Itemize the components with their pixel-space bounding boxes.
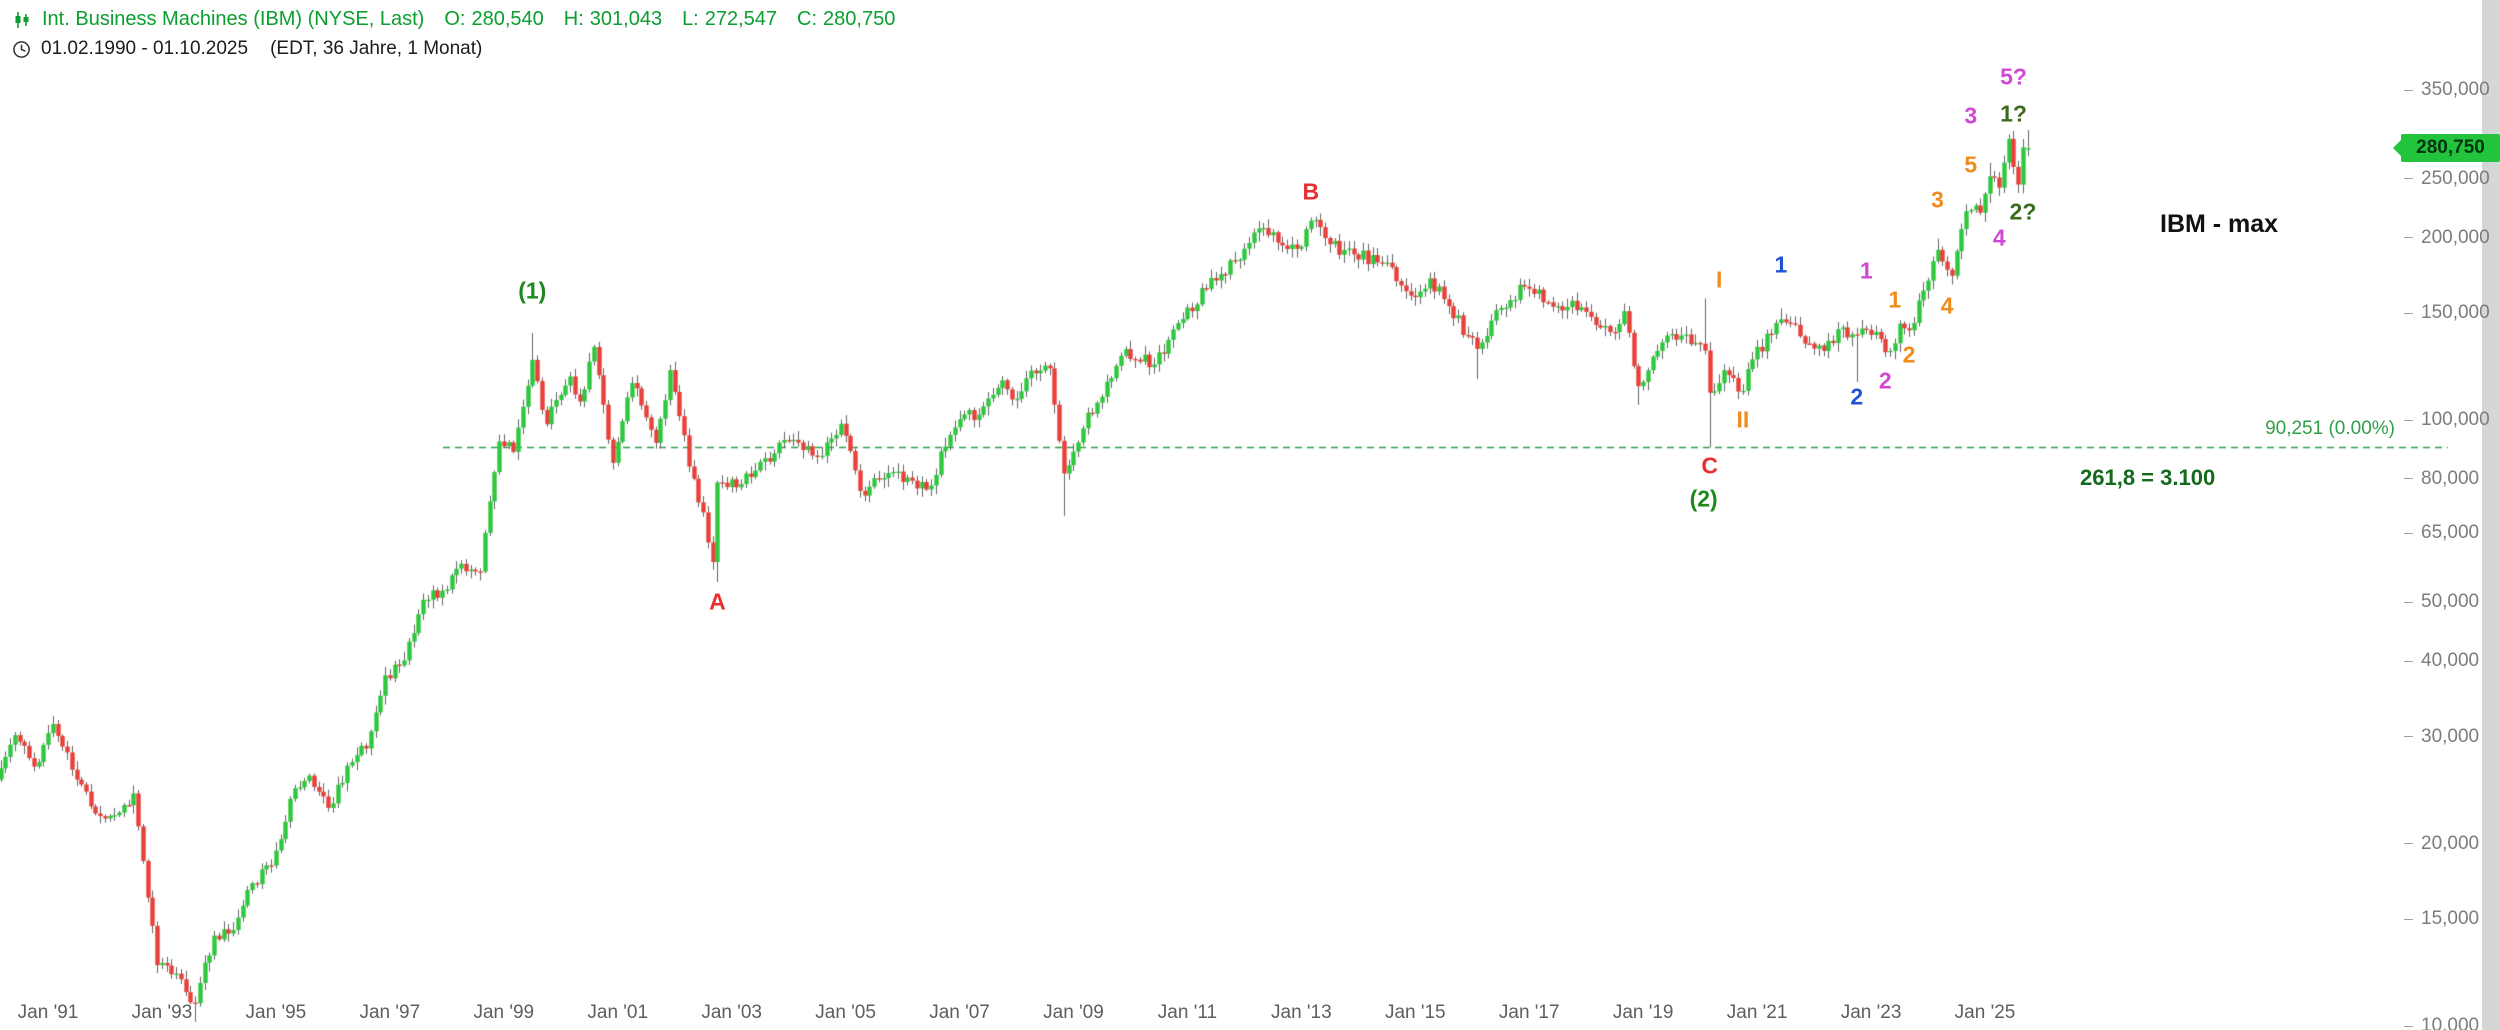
open-value: O: 280,540 xyxy=(444,8,544,30)
time-axis-label: Jan '11 xyxy=(1157,1002,1218,1023)
wave-label-C: C xyxy=(1701,452,1718,479)
price-axis-label: 40,000 xyxy=(2404,650,2479,672)
price-axis-label: 250,000 xyxy=(2404,168,2490,190)
symbol-info-row: Int. Business Machines (IBM) (NYSE, Last… xyxy=(12,8,895,31)
baseline-price-label: 90,251 (0.00%) xyxy=(2265,418,2395,439)
wave-label-3: 3 xyxy=(1964,102,1978,129)
time-axis-label: Jan '03 xyxy=(701,1002,762,1023)
high-value: H: 301,043 xyxy=(563,8,663,30)
price-axis-label: 15,000 xyxy=(2404,908,2479,930)
wave-label-1: (1) xyxy=(518,277,547,304)
wave-label-A: A xyxy=(709,588,726,615)
price-axis[interactable]: 350,000 250,000 200,000 150,000 100,000 80,00… xyxy=(2398,0,2490,1030)
price-axis-label: 80,000 xyxy=(2404,468,2479,490)
date-range-row: 01.02.1990 - 01.10.2025 (EDT, 36 Jahre, … xyxy=(12,38,482,60)
wave-label-2: 2 xyxy=(1850,383,1864,410)
wave-label-1: 1 xyxy=(1859,257,1873,284)
time-axis-label: Jan '19 xyxy=(1612,1002,1674,1023)
wave-label-3: 3 xyxy=(1931,186,1944,213)
low-value: L: 272,547 xyxy=(682,8,778,30)
time-axis-label: Jan '05 xyxy=(815,1002,876,1023)
price-axis-label: 200,000 xyxy=(2404,227,2490,249)
range-meta: (EDT, 36 Jahre, 1 Monat) xyxy=(270,38,483,59)
clock-icon xyxy=(12,40,31,59)
symbol-title: Int. Business Machines (IBM) (NYSE, Last… xyxy=(42,8,425,30)
wave-label-I: I xyxy=(1715,266,1723,293)
wave-label-2: 2 xyxy=(1878,367,1892,394)
time-axis-label: Jan '95 xyxy=(245,1002,307,1023)
price-axis-label: 65,000 xyxy=(2404,522,2479,544)
time-axis-label: Jan '99 xyxy=(473,1002,535,1023)
time-axis-label: Jan '09 xyxy=(1043,1002,1104,1023)
wave-label-2: (2) xyxy=(1689,485,1718,512)
price-axis-label: 30,000 xyxy=(2404,726,2479,748)
time-axis-label: Jan '97 xyxy=(359,1002,421,1023)
time-axis-label: Jan '17 xyxy=(1498,1002,1560,1023)
wave-label-4: 4 xyxy=(1940,292,1954,319)
fib-target-label: 261,8 = 3.100 xyxy=(2080,465,2216,490)
time-axis-label: Jan '93 xyxy=(131,1002,193,1023)
time-axis-label: Jan '91 xyxy=(17,1002,79,1023)
wave-label-II: II xyxy=(1736,406,1750,433)
time-axis-label: Jan '07 xyxy=(929,1002,990,1023)
price-axis-label: 10,000 xyxy=(2404,1015,2479,1030)
wave-label-4: 4 xyxy=(1992,224,2006,251)
time-axis[interactable]: Jan '91 Jan '93 Jan '95 Jan '97 Jan '99 Jan '… xyxy=(0,992,2500,1030)
wave-label-2: 2? xyxy=(2009,198,2037,225)
price-axis-label: 350,000 xyxy=(2404,79,2490,101)
time-axis-label: Jan '15 xyxy=(1384,1002,1446,1023)
price-axis-label: 50,000 xyxy=(2404,591,2479,613)
close-value: C: 280,750 xyxy=(797,8,896,30)
date-range: 01.02.1990 - 01.10.2025 xyxy=(41,38,249,59)
wave-label-5: 5? xyxy=(2000,63,2027,90)
wave-label-5: 5 xyxy=(1964,151,1978,177)
time-axis-label: Jan '25 xyxy=(1954,1002,2016,1023)
price-axis-label: 100,000 xyxy=(2404,409,2490,431)
wave-label-B: B xyxy=(1302,178,1320,205)
time-axis-label: Jan '13 xyxy=(1271,1002,1332,1023)
time-axis-label: Jan '01 xyxy=(587,1002,649,1023)
wave-label-1: 1 xyxy=(1888,286,1902,313)
time-axis-label: Jan '21 xyxy=(1726,1002,1788,1023)
wave-label-1: 1 xyxy=(1774,251,1788,278)
candlestick-chart-icon xyxy=(12,10,32,30)
price-axis-label: 150,000 xyxy=(2404,302,2490,324)
last-price-tag: 280,750 xyxy=(2401,134,2500,162)
wave-label-2: 2 xyxy=(1902,341,1916,368)
watermark-label: IBM - max xyxy=(2160,210,2279,238)
time-axis-label: Jan '23 xyxy=(1840,1002,1902,1023)
axis-scrollbar-strip[interactable] xyxy=(2482,0,2500,1030)
price-axis-label: 20,000 xyxy=(2404,833,2479,855)
wave-label-1: 1? xyxy=(2000,100,2027,127)
